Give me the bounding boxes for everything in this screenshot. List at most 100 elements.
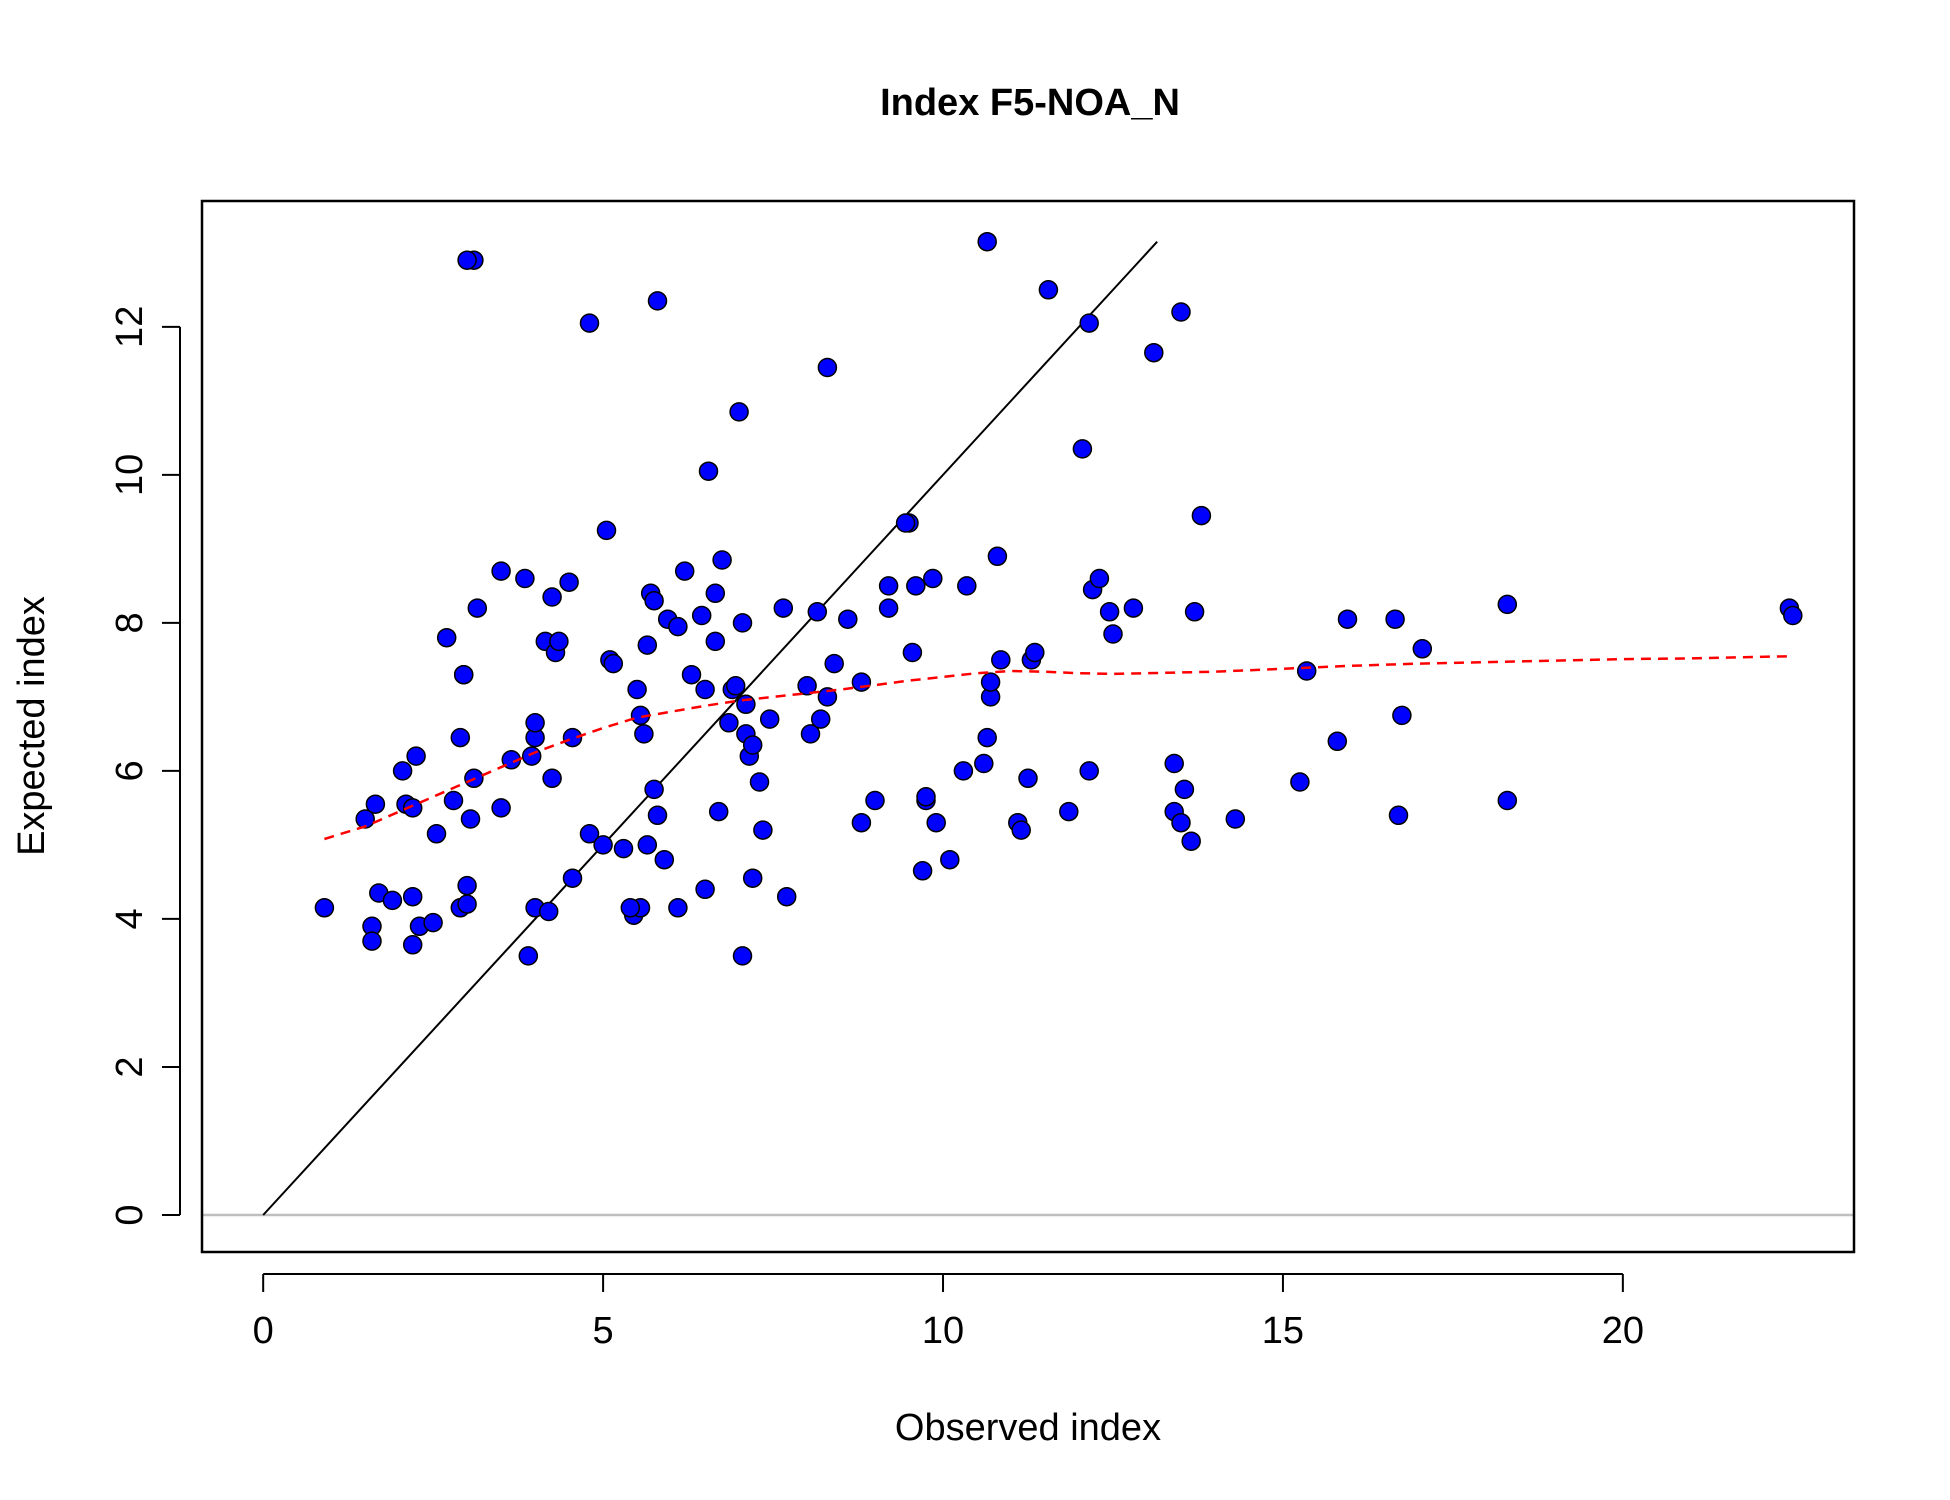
scatter-point bbox=[1018, 768, 1038, 789]
scatter-point bbox=[1497, 790, 1518, 811]
scatter-point bbox=[1497, 594, 1518, 615]
scatter-point bbox=[613, 838, 634, 859]
smoothed-trend-line bbox=[324, 654, 1793, 841]
scatter-point bbox=[1099, 602, 1120, 622]
scatter-point bbox=[402, 935, 423, 955]
scatter-point bbox=[1290, 772, 1310, 792]
scatter-point bbox=[708, 801, 729, 822]
scatter-point bbox=[644, 779, 664, 800]
scatter-point bbox=[1184, 602, 1205, 622]
scatter-point bbox=[1059, 801, 1079, 822]
scatter-point bbox=[851, 812, 872, 833]
scatter-point bbox=[725, 676, 746, 696]
scatter-point bbox=[974, 753, 994, 774]
scatter-point bbox=[776, 886, 797, 907]
scatter-point bbox=[1191, 505, 1212, 526]
y-tick-label: 0 bbox=[109, 1204, 151, 1225]
scatter-point bbox=[810, 709, 831, 729]
scatter-point bbox=[1103, 624, 1123, 644]
scatter-point bbox=[926, 812, 946, 833]
x-tick-label: 15 bbox=[1262, 1310, 1304, 1352]
scatter-point bbox=[1011, 820, 1031, 840]
scatter-point bbox=[1225, 809, 1246, 829]
x-tick-label: 10 bbox=[922, 1310, 964, 1352]
scatter-point bbox=[406, 746, 426, 766]
x-tick-label: 20 bbox=[1602, 1310, 1644, 1352]
scatter-point bbox=[453, 664, 474, 685]
scatter-point bbox=[457, 875, 477, 896]
scatter-point bbox=[668, 616, 688, 637]
scatter-point bbox=[705, 631, 726, 652]
scatter-point bbox=[1025, 642, 1045, 663]
scatter-point bbox=[977, 727, 997, 748]
scatter-point bbox=[732, 613, 753, 633]
scatter-point bbox=[698, 461, 719, 481]
scatter-point bbox=[392, 761, 413, 781]
scatter-point bbox=[800, 724, 821, 744]
scatter-point bbox=[1123, 598, 1144, 618]
x-tick-label: 5 bbox=[593, 1310, 614, 1352]
scatter-point bbox=[742, 735, 763, 755]
scatter-point bbox=[426, 824, 447, 844]
scatter-point bbox=[549, 631, 569, 652]
scatter-point bbox=[695, 879, 715, 900]
y-tick-label: 6 bbox=[109, 760, 151, 781]
scatter-point bbox=[719, 713, 739, 733]
scatter-point bbox=[1089, 568, 1110, 589]
scatter-point bbox=[797, 676, 817, 696]
scatter-point bbox=[878, 576, 899, 596]
scatter-point bbox=[807, 602, 828, 622]
scatter-point bbox=[1337, 609, 1358, 629]
scatter-point bbox=[1296, 661, 1317, 681]
scatter-point bbox=[402, 798, 423, 818]
scatter-point bbox=[579, 824, 600, 844]
scatter-point bbox=[987, 546, 1008, 567]
scatter-point bbox=[562, 868, 583, 888]
scatter-point bbox=[712, 550, 732, 570]
scatter-point bbox=[1171, 302, 1191, 322]
scatter-point bbox=[443, 790, 464, 811]
y-tick-label: 2 bbox=[109, 1056, 151, 1077]
scatter-point bbox=[382, 890, 403, 911]
scatter-point bbox=[895, 513, 916, 533]
chart-title: Index F5-NOA_N bbox=[880, 82, 1180, 124]
scatter-point bbox=[457, 894, 477, 914]
scatter-point bbox=[695, 679, 715, 700]
scatter-point bbox=[668, 898, 688, 918]
scatter-point bbox=[817, 687, 838, 707]
scatter-point bbox=[1412, 639, 1433, 659]
scatter-point bbox=[916, 787, 936, 807]
scatter-point bbox=[647, 805, 668, 826]
scatter-point bbox=[562, 727, 583, 748]
scatter-point bbox=[906, 576, 926, 596]
scatter-point bbox=[1181, 831, 1201, 851]
scatter-point bbox=[957, 576, 977, 596]
x-axis-label: Observed index bbox=[895, 1407, 1161, 1449]
scatter-point bbox=[515, 568, 535, 589]
scatter-point bbox=[991, 650, 1011, 670]
scatter-point bbox=[1164, 753, 1184, 774]
scatter-point bbox=[1144, 342, 1164, 363]
scatter-point bbox=[627, 679, 647, 700]
scatter-point bbox=[1385, 609, 1405, 629]
scatter-point bbox=[681, 664, 702, 685]
scatter-point bbox=[525, 713, 545, 733]
plot-area bbox=[202, 231, 1854, 1217]
scatter-point bbox=[1174, 779, 1195, 800]
scatter-point bbox=[865, 790, 885, 811]
scatter-point bbox=[467, 598, 488, 618]
scatter-point bbox=[980, 672, 1001, 692]
scatter-point bbox=[491, 561, 511, 581]
y-tick-label: 12 bbox=[109, 306, 151, 348]
scatter-point bbox=[521, 746, 542, 766]
scatter-point bbox=[1392, 705, 1412, 726]
identity-line bbox=[262, 241, 1158, 1216]
y-axis: 0 2 4 6 8 10 12 bbox=[109, 306, 181, 1226]
plot-frame bbox=[200, 199, 1856, 1254]
scatter-point bbox=[457, 250, 477, 270]
scatter-point bbox=[538, 901, 559, 922]
scatter-point bbox=[634, 724, 654, 744]
scatter-point bbox=[596, 520, 617, 541]
scatter-point bbox=[491, 798, 511, 818]
